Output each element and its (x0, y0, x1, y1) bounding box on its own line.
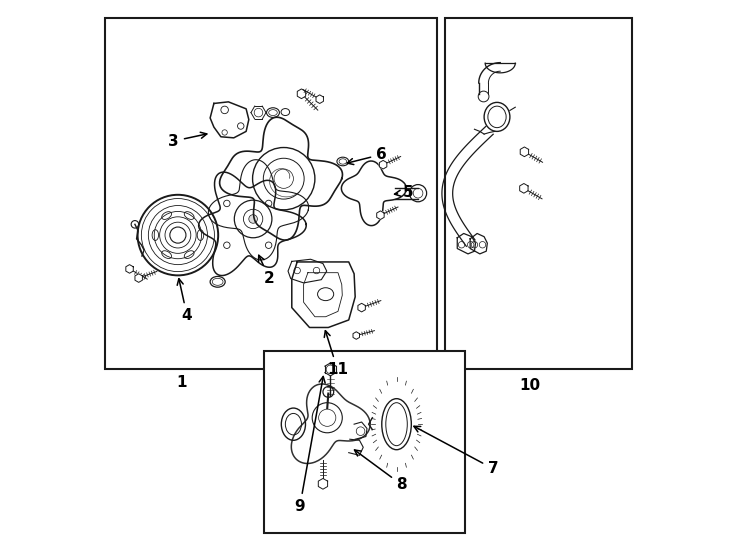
Text: 7: 7 (414, 426, 498, 476)
Polygon shape (358, 303, 366, 312)
Circle shape (249, 215, 258, 223)
Polygon shape (377, 211, 384, 219)
Polygon shape (520, 184, 528, 193)
Polygon shape (353, 332, 360, 339)
Bar (105, 17, 437, 369)
Text: 8: 8 (355, 450, 407, 492)
Text: 4: 4 (177, 279, 192, 323)
Bar (264, 350, 465, 533)
Polygon shape (319, 478, 327, 489)
Bar (445, 17, 632, 369)
Text: 6: 6 (347, 147, 387, 165)
Polygon shape (379, 160, 387, 169)
Polygon shape (126, 265, 134, 273)
Polygon shape (520, 147, 528, 157)
Text: 3: 3 (168, 132, 207, 149)
Text: 2: 2 (258, 255, 275, 286)
Text: 5: 5 (395, 185, 414, 200)
Polygon shape (316, 95, 324, 104)
Polygon shape (297, 89, 305, 99)
Text: 10: 10 (519, 378, 540, 393)
Text: 1: 1 (176, 375, 187, 390)
Text: 11: 11 (324, 330, 348, 377)
Text: 9: 9 (294, 376, 325, 514)
Polygon shape (135, 274, 142, 282)
